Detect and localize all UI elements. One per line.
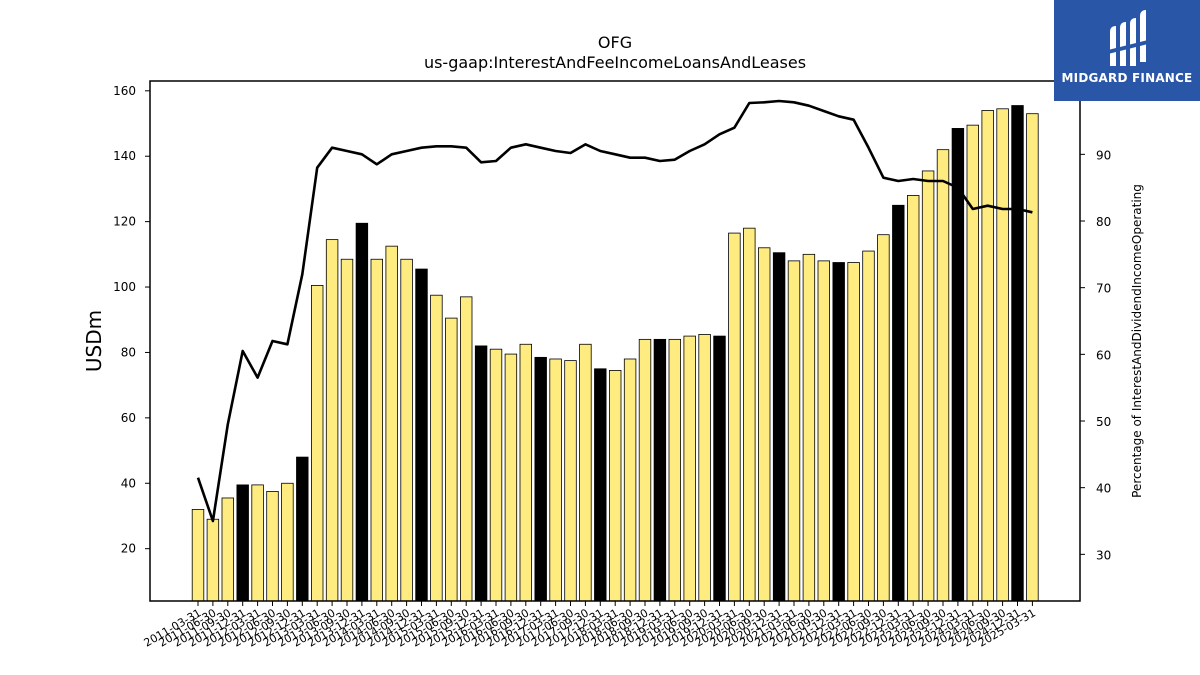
brand-name: MIDGARD FINANCE [1061,71,1193,85]
bar [519,343,533,602]
bar [325,239,339,602]
bar [772,252,786,602]
y2-tick-label: 50 [1096,415,1111,429]
bar [474,345,488,602]
bars [191,105,1039,602]
bar [743,227,756,602]
y-tick-label: 100 [113,280,136,294]
bar [683,335,696,602]
bar [623,358,637,602]
bar [907,195,920,602]
y-tick-label: 20 [121,542,136,556]
bar [996,108,1009,602]
bar [489,348,503,602]
bar [579,343,592,602]
bar [236,484,249,602]
y-tick-label: 120 [113,215,136,229]
bar [1011,105,1024,602]
bar [251,484,264,602]
bar [817,260,831,602]
bar [370,258,384,602]
bar [564,360,577,602]
bar [966,124,980,602]
x-axis: 2011-03-312011-06-302011-09-302011-12-31… [142,601,1038,650]
bar [430,294,443,602]
bar [355,222,369,602]
bar [892,204,905,602]
bar [802,253,816,602]
bar [534,356,547,602]
chart-subtitle: us-gaap:InterestAndFeeIncomeLoansAndLeas… [424,53,806,72]
bar [936,149,950,602]
bar [981,110,994,602]
y2-axis-label: Percentage of InterestAndDividendIncomeO… [1130,184,1144,498]
bar [951,128,965,602]
y-axis-left: 20 40 60 80 100 120 140 160 [113,84,150,556]
y2-tick-label: 80 [1096,215,1111,229]
chart-title: OFG [598,33,632,52]
y2-tick-label: 70 [1096,282,1111,296]
y2-tick-label: 30 [1096,548,1111,562]
bar [340,258,354,602]
y2-tick-label: 40 [1096,482,1111,496]
bar [415,268,428,602]
bar [191,509,205,602]
y-tick-label: 160 [113,84,136,98]
brand-logo: MIDGARD FINANCE [1054,0,1200,101]
bar [758,247,771,602]
bar [281,482,294,602]
line-series [196,99,1033,523]
y-tick-label: 60 [121,411,136,425]
percentage-line [196,99,1033,523]
y-tick-label: 40 [121,476,136,490]
bar [445,317,458,602]
bar [921,170,935,602]
bar [1026,113,1039,602]
bar [609,370,622,602]
bar [728,232,741,602]
bar [832,262,845,602]
y-axis-label: USDm [82,310,106,372]
bar [787,260,801,602]
y2-tick-label: 60 [1096,348,1111,362]
bar [653,338,667,602]
bar [221,497,235,602]
bar [713,335,726,602]
midgard-logo-icon [1108,10,1148,66]
bar [877,234,890,602]
bar [400,258,413,602]
bar [504,353,518,602]
bar [310,284,324,602]
y-axis-right: 30 40 50 60 70 80 90 [1080,148,1111,562]
bar [594,368,607,602]
y-tick-label: 80 [121,345,136,359]
bar [385,245,398,602]
bar [668,338,682,602]
bar [266,491,279,602]
y2-tick-label: 90 [1096,148,1111,162]
bar [459,296,473,602]
bar [549,358,562,602]
bar [698,334,711,602]
bar [296,456,309,602]
y-tick-label: 140 [113,149,136,163]
bar [206,518,220,602]
bar [847,262,860,602]
bar [862,250,875,602]
bar [638,338,652,602]
